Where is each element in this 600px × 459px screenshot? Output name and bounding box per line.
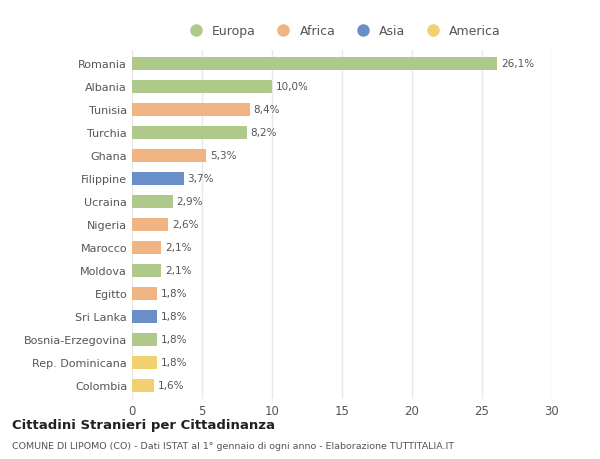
Bar [132, 104, 250, 117]
Text: 5,3%: 5,3% [210, 151, 236, 161]
Bar [132, 218, 169, 231]
Text: 1,8%: 1,8% [161, 312, 187, 322]
Bar [132, 333, 157, 346]
Text: 8,2%: 8,2% [250, 128, 277, 138]
Text: 10,0%: 10,0% [275, 82, 308, 92]
Text: 2,1%: 2,1% [165, 266, 191, 276]
Bar [132, 310, 157, 323]
Bar [132, 264, 161, 277]
Text: 1,6%: 1,6% [158, 381, 184, 391]
Text: 1,8%: 1,8% [161, 289, 187, 299]
Text: 2,1%: 2,1% [165, 243, 191, 253]
Bar [132, 150, 206, 162]
Bar [132, 379, 154, 392]
Bar [132, 287, 157, 300]
Bar [132, 173, 184, 185]
Legend: Europa, Africa, Asia, America: Europa, Africa, Asia, America [181, 23, 503, 41]
Text: 2,6%: 2,6% [172, 220, 199, 230]
Bar [132, 81, 272, 94]
Text: 3,7%: 3,7% [187, 174, 214, 184]
Text: 8,4%: 8,4% [253, 105, 280, 115]
Text: 26,1%: 26,1% [501, 59, 534, 69]
Bar [132, 196, 173, 208]
Text: 1,8%: 1,8% [161, 358, 187, 368]
Text: 1,8%: 1,8% [161, 335, 187, 345]
Text: Cittadini Stranieri per Cittadinanza: Cittadini Stranieri per Cittadinanza [12, 418, 275, 431]
Text: COMUNE DI LIPOMO (CO) - Dati ISTAT al 1° gennaio di ogni anno - Elaborazione TUT: COMUNE DI LIPOMO (CO) - Dati ISTAT al 1°… [12, 441, 454, 450]
Bar [132, 356, 157, 369]
Bar [132, 127, 247, 140]
Text: 2,9%: 2,9% [176, 197, 203, 207]
Bar [132, 58, 497, 71]
Bar [132, 241, 161, 254]
